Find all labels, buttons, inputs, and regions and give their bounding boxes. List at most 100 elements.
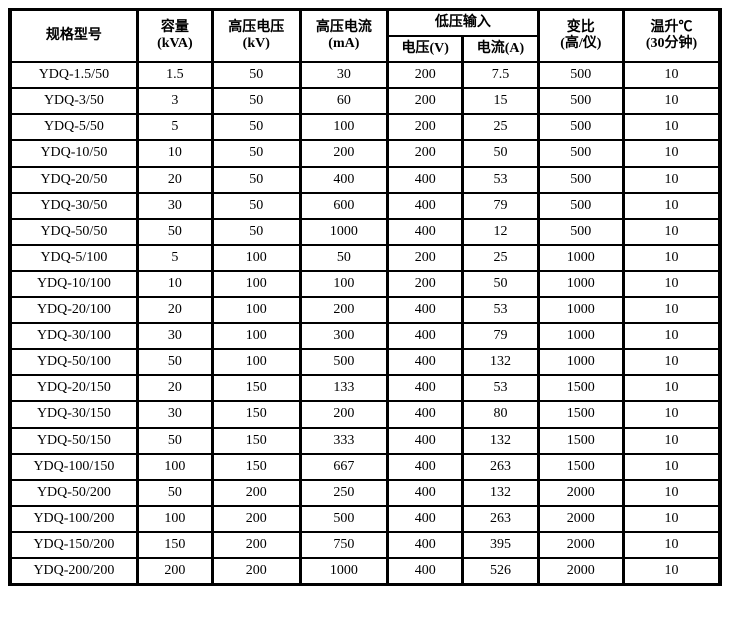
table-cell: 400 (389, 298, 461, 322)
table-cell: 10 (625, 89, 718, 113)
table-row: YDQ-150/200150200750400395200010 (12, 533, 718, 557)
table-cell: 132 (464, 350, 536, 374)
table-cell: 50 (139, 429, 211, 453)
table-row: YDQ-100/150100150667400263150010 (12, 455, 718, 479)
table-cell: YDQ-5/100 (12, 246, 136, 270)
table-cell: 150 (139, 533, 211, 557)
table-cell: 132 (464, 481, 536, 505)
table-cell: 400 (389, 533, 461, 557)
col-spec-model: 规格型号 (12, 11, 136, 61)
table-cell: 2000 (540, 481, 623, 505)
table-cell: 10 (625, 350, 718, 374)
table-cell: 50 (464, 272, 536, 296)
table-cell: YDQ-100/150 (12, 455, 136, 479)
table-cell: 30 (302, 63, 387, 87)
table-cell: 500 (540, 63, 623, 87)
table-cell: 300 (302, 324, 387, 348)
table-cell: 79 (464, 324, 536, 348)
table-cell: 10 (625, 481, 718, 505)
table-cell: 500 (540, 115, 623, 139)
table-cell: 150 (214, 455, 299, 479)
table-cell: 10 (625, 455, 718, 479)
table-cell: YDQ-30/100 (12, 324, 136, 348)
table-row: YDQ-30/1503015020040080150010 (12, 402, 718, 426)
table-row: YDQ-20/5020504004005350010 (12, 168, 718, 192)
table-cell: YDQ-50/100 (12, 350, 136, 374)
table-cell: 200 (214, 507, 299, 531)
table-cell: 500 (540, 220, 623, 244)
table-cell: 150 (214, 429, 299, 453)
table-cell: 1000 (302, 220, 387, 244)
table-cell: 500 (540, 168, 623, 192)
table-cell: YDQ-20/150 (12, 376, 136, 400)
table-cell: 10 (625, 115, 718, 139)
table-cell: 53 (464, 298, 536, 322)
table-cell: 200 (389, 246, 461, 270)
col-temp-l2: (30分钟) (627, 36, 716, 52)
table-cell: 400 (389, 350, 461, 374)
table-cell: 1000 (540, 298, 623, 322)
table-cell: 400 (389, 559, 461, 583)
table-cell: 1.5 (139, 63, 211, 87)
table-cell: 333 (302, 429, 387, 453)
table-cell: 10 (139, 141, 211, 165)
table-cell: 30 (139, 194, 211, 218)
table-cell: YDQ-30/150 (12, 402, 136, 426)
table-cell: 10 (625, 168, 718, 192)
col-ratio-l1: 变比 (542, 20, 621, 36)
table-cell: 500 (302, 507, 387, 531)
col-hv-volt-l2: (kV) (216, 36, 297, 52)
table-cell: 1500 (540, 376, 623, 400)
table-cell: YDQ-30/50 (12, 194, 136, 218)
table-cell: 5 (139, 246, 211, 270)
table-row: YDQ-20/1002010020040053100010 (12, 298, 718, 322)
table-row: YDQ-5/505501002002550010 (12, 115, 718, 139)
col-temp-l1: 温升℃ (627, 20, 716, 36)
table-cell: 80 (464, 402, 536, 426)
table-cell: YDQ-150/200 (12, 533, 136, 557)
table-cell: YDQ-1.5/50 (12, 63, 136, 87)
table-cell: 10 (625, 429, 718, 453)
table-cell: 7.5 (464, 63, 536, 87)
table-cell: 50 (139, 350, 211, 374)
table-cell: 30 (139, 324, 211, 348)
table-row: YDQ-30/5030506004007950010 (12, 194, 718, 218)
table-cell: 100 (214, 324, 299, 348)
table-cell: 100 (214, 350, 299, 374)
table-cell: 25 (464, 246, 536, 270)
table-cell: 10 (625, 298, 718, 322)
col-temp: 温升℃ (30分钟) (625, 11, 718, 61)
table-cell: 10 (625, 376, 718, 400)
table-cell: 100 (214, 246, 299, 270)
table-cell: 150 (214, 376, 299, 400)
col-capacity: 容量 (kVA) (139, 11, 211, 61)
table-cell: YDQ-5/50 (12, 115, 136, 139)
table-cell: 500 (302, 350, 387, 374)
table-cell: 400 (389, 220, 461, 244)
table-cell: 20 (139, 168, 211, 192)
table-row: YDQ-50/10050100500400132100010 (12, 350, 718, 374)
table-cell: 50 (214, 194, 299, 218)
table-cell: 263 (464, 455, 536, 479)
table-cell: 10 (625, 194, 718, 218)
col-ratio-l2: (高/仪) (542, 36, 621, 52)
col-hv-volt-l1: 高压电压 (216, 20, 297, 36)
table-cell: 200 (302, 298, 387, 322)
table-cell: 750 (302, 533, 387, 557)
table-cell: 10 (625, 559, 718, 583)
table-cell: 10 (625, 402, 718, 426)
table-row: YDQ-100/200100200500400263200010 (12, 507, 718, 531)
col-lv-input-group: 低压输入 (389, 11, 536, 35)
table-cell: 667 (302, 455, 387, 479)
table-cell: 250 (302, 481, 387, 505)
table-cell: 150 (214, 402, 299, 426)
table-cell: 10 (625, 272, 718, 296)
table-cell: 526 (464, 559, 536, 583)
table-cell: 200 (389, 63, 461, 87)
table-cell: 1500 (540, 402, 623, 426)
table-cell: YDQ-20/50 (12, 168, 136, 192)
table-cell: 263 (464, 507, 536, 531)
table-cell: 10 (625, 220, 718, 244)
table-cell: 25 (464, 115, 536, 139)
table-cell: YDQ-3/50 (12, 89, 136, 113)
